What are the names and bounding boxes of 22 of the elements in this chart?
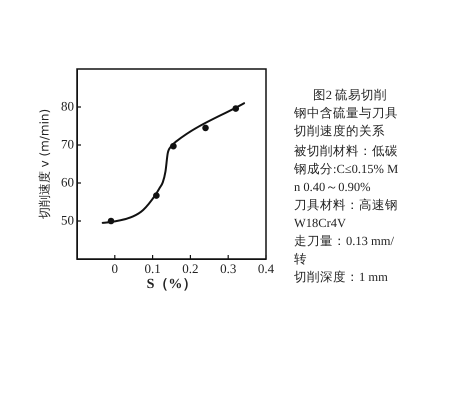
point — [170, 142, 177, 150]
text: 刀具材料：高速钢 W18Cr4V — [294, 197, 399, 232]
text: 被切削材料：低碳钢成分:C≤0.15% Mn 0.40～0.90% — [294, 143, 400, 196]
y-tick-label: 70 — [61, 136, 74, 152]
y-tick-label: 60 — [61, 174, 74, 190]
y-tick-label: 80 — [61, 98, 74, 114]
x-tick-label: 0.1 — [144, 261, 161, 276]
point — [202, 124, 209, 132]
x-tick-label: 0.2 — [182, 261, 199, 276]
x-tick-label: 0.3 — [220, 261, 236, 276]
y-axis-title: 切削速度 v (m/min) — [37, 108, 52, 220]
x-tick-label: 0.4 — [258, 261, 275, 276]
text: 走刀量：0.13 mm/转 — [294, 233, 395, 268]
point — [108, 218, 114, 224]
x-tick-label: 0 — [112, 261, 118, 276]
text: 图2 硫易切削钢中含硫量与刀具切削速度的关系 — [294, 87, 399, 140]
y-tick-label: 50 — [61, 212, 74, 228]
text: 切削深度：1 mm — [294, 269, 389, 286]
point — [153, 192, 160, 199]
x-axis-title: S（%） — [146, 277, 196, 292]
point — [232, 105, 240, 112]
line-series — [102, 102, 246, 224]
